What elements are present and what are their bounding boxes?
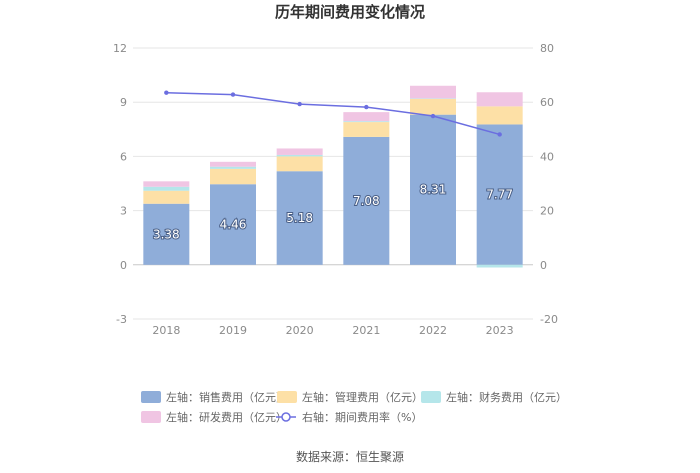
rate-line — [164, 90, 502, 137]
bar-segment — [343, 121, 390, 123]
bar-segment — [343, 122, 390, 137]
rate-line-path — [166, 91, 500, 136]
legend-swatch — [141, 391, 161, 403]
bar-segment — [476, 264, 523, 268]
bar-segment — [343, 136, 390, 265]
x-tick-label: 2020 — [286, 324, 314, 337]
x-tick-label: 2021 — [352, 324, 380, 337]
bar-segment — [210, 166, 256, 169]
legend-swatch — [421, 391, 441, 403]
left-axis: 12 9 6 3 0 -3 — [113, 42, 127, 326]
bar-segment — [210, 168, 256, 185]
rate-point — [164, 90, 169, 95]
legend: 左轴：销售费用（亿元） 左轴：管理费用（亿元） 左轴：财务费用（亿元） 左轴：研发费用… — [141, 390, 567, 424]
left-tick-label: 12 — [113, 42, 127, 55]
x-tick-label: 2018 — [152, 324, 180, 337]
grid-lines — [133, 47, 533, 320]
right-tick-label: 40 — [540, 150, 554, 163]
bar-segment — [143, 203, 190, 265]
x-tick-label: 2023 — [486, 324, 514, 337]
right-tick-label: 0 — [540, 259, 547, 272]
rate-point — [230, 92, 236, 97]
left-tick-label: 6 — [120, 150, 127, 163]
bar-segment — [143, 190, 190, 204]
bar-segment — [410, 98, 456, 115]
bar-segment — [276, 148, 323, 155]
bars: 3.38 4.46 5.18 7.08 8.31 7.77 — [143, 85, 523, 268]
bar-segment — [210, 184, 256, 265]
rate-point — [364, 104, 369, 110]
bar-segment — [476, 92, 523, 107]
legend-swatch — [141, 411, 161, 423]
x-axis: 2018 2019 2020 2021 2022 2023 — [152, 324, 513, 337]
right-axis: 80 60 40 20 0 -20 — [540, 42, 558, 326]
bar-segment — [276, 171, 323, 265]
bar-segment — [476, 106, 523, 125]
left-tick-label: 0 — [120, 259, 127, 272]
bar-segment — [476, 124, 523, 265]
rate-point — [497, 132, 502, 137]
bar-value-label: 4.46 — [220, 218, 247, 232]
bar-segment — [143, 186, 190, 191]
bar-value-label: 3.38 — [153, 227, 180, 241]
legend-label: 左轴：销售费用（亿元） — [166, 390, 287, 404]
bar-segment — [343, 112, 390, 122]
legend-label: 左轴：财务费用（亿元） — [446, 390, 567, 404]
legend-label: 右轴：期间费用率（%） — [302, 410, 422, 424]
right-tick-label: 60 — [540, 96, 554, 109]
bar-segment — [210, 161, 256, 167]
legend-line-marker — [281, 412, 291, 422]
bar-segment — [276, 156, 323, 172]
rate-point — [430, 113, 436, 119]
legend-label: 左轴：管理费用（亿元） — [302, 390, 423, 404]
bar-value-label: 7.77 — [486, 188, 513, 202]
bar-segment — [143, 181, 190, 187]
bar-segment — [410, 114, 456, 265]
bar-value-label: 7.08 — [353, 194, 380, 208]
x-tick-label: 2019 — [219, 324, 247, 337]
right-tick-label: 80 — [540, 42, 554, 55]
right-tick-label: -20 — [540, 313, 558, 326]
left-tick-label: 9 — [120, 96, 127, 109]
bar-value-label: 8.31 — [420, 183, 447, 197]
left-tick-label: -3 — [116, 313, 127, 326]
right-tick-label: 20 — [540, 205, 554, 218]
bar-value-label: 5.18 — [286, 211, 313, 225]
rate-point — [297, 101, 302, 107]
legend-swatch — [277, 391, 297, 403]
x-tick-label: 2022 — [419, 324, 447, 337]
bar-segment — [410, 98, 456, 99]
legend-label: 左轴：研发费用（亿元） — [166, 410, 287, 424]
left-tick-label: 3 — [120, 205, 127, 218]
data-source: 数据来源：恒生聚源 — [296, 449, 404, 464]
chart-title: 历年期间费用变化情况 — [275, 3, 425, 21]
bar-segment — [410, 85, 456, 99]
bar-segment — [276, 154, 323, 157]
